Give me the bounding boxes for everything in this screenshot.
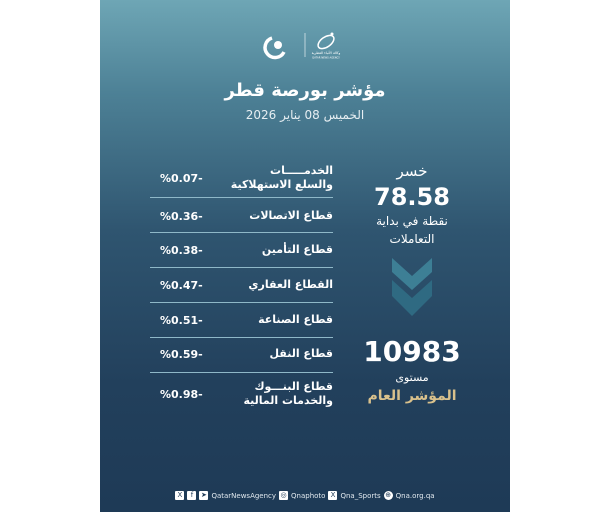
svg-text:QATAR NEWS AGENCY: QATAR NEWS AGENCY xyxy=(312,56,340,60)
sector-change: %0.36- xyxy=(160,209,203,223)
qna-logo: وكالة الأنباء القطرية QATAR NEWS AGENCY xyxy=(263,32,341,60)
level-label: مستوى xyxy=(395,371,429,384)
sector-change: %0.07- xyxy=(160,171,203,185)
sector-change: %0.59- xyxy=(160,347,203,361)
sector-name: قطاع البنـــوك والخدمات المالية xyxy=(243,380,333,407)
sector-name: القطاع العقاري xyxy=(248,278,333,291)
handle-sports[interactable]: Qna_Sports xyxy=(340,491,381,500)
direction-label: خسر xyxy=(396,162,428,180)
sector-name: قطاع الاتصالات xyxy=(249,209,333,222)
sector-change: %0.98- xyxy=(160,387,203,401)
sector-row: %0.51- قطاع الصناعة xyxy=(150,311,333,329)
sector-row: %0.98- قطاع البنـــوك والخدمات المالية xyxy=(150,378,333,410)
points-value: 78.58 xyxy=(374,183,450,211)
points-label-2: التعاملات xyxy=(389,232,435,246)
sector-change: %0.38- xyxy=(160,243,203,257)
divider xyxy=(150,232,333,233)
divider xyxy=(150,302,333,303)
telegram-icon[interactable]: ➤ xyxy=(199,491,209,500)
globe-icon[interactable]: ⊕ xyxy=(383,491,393,500)
x-icon[interactable]: X xyxy=(175,491,185,500)
handle-main[interactable]: QatarNewsAgency xyxy=(211,491,277,500)
divider xyxy=(150,337,333,338)
handle-photo[interactable]: Qnaphoto xyxy=(291,491,326,500)
website-link[interactable]: Qna.org.qa xyxy=(395,491,435,500)
date: الخميس 08 يناير 2026 xyxy=(245,108,365,122)
infographic-panel: وكالة الأنباء القطرية QATAR NEWS AGENCY … xyxy=(100,0,510,512)
sector-row: %0.38- قطاع التأمين xyxy=(150,241,333,259)
index-label: المؤشر العام xyxy=(367,388,457,404)
divider xyxy=(150,267,333,268)
divider xyxy=(150,372,333,373)
index-level: 10983 xyxy=(363,335,461,368)
sector-row: %0.07- الخدمـــــات والسلع الاستهلاكية xyxy=(150,162,333,194)
instagram-icon[interactable]: ◎ xyxy=(279,491,289,500)
svg-text:وكالة الأنباء القطرية: وكالة الأنباء القطرية xyxy=(312,50,341,55)
sector-change: %0.51- xyxy=(160,313,203,327)
sector-name: الخدمـــــات والسلع الاستهلاكية xyxy=(230,164,333,191)
points-label: نقطة في بداية xyxy=(376,214,448,228)
sector-name: قطاع الصناعة xyxy=(258,313,333,326)
sector-row: %0.36- قطاع الاتصالات xyxy=(150,207,333,225)
sector-name: قطاع التأمين xyxy=(261,243,333,256)
sector-change: %0.47- xyxy=(160,278,203,292)
sector-name: قطاع النقل xyxy=(269,347,333,360)
double-chevron-down-icon xyxy=(392,258,432,316)
x-icon[interactable]: X xyxy=(328,491,338,500)
facebook-icon[interactable]: f xyxy=(187,491,197,500)
divider xyxy=(150,197,333,198)
sector-row: %0.47- القطاع العقاري xyxy=(150,276,333,294)
footer-social: X f ➤ QatarNewsAgency ◎ Qnaphoto X Qna_S… xyxy=(100,491,510,500)
page-title: مؤشر بورصة قطر xyxy=(224,80,386,101)
sector-row: %0.59- قطاع النقل xyxy=(150,345,333,363)
